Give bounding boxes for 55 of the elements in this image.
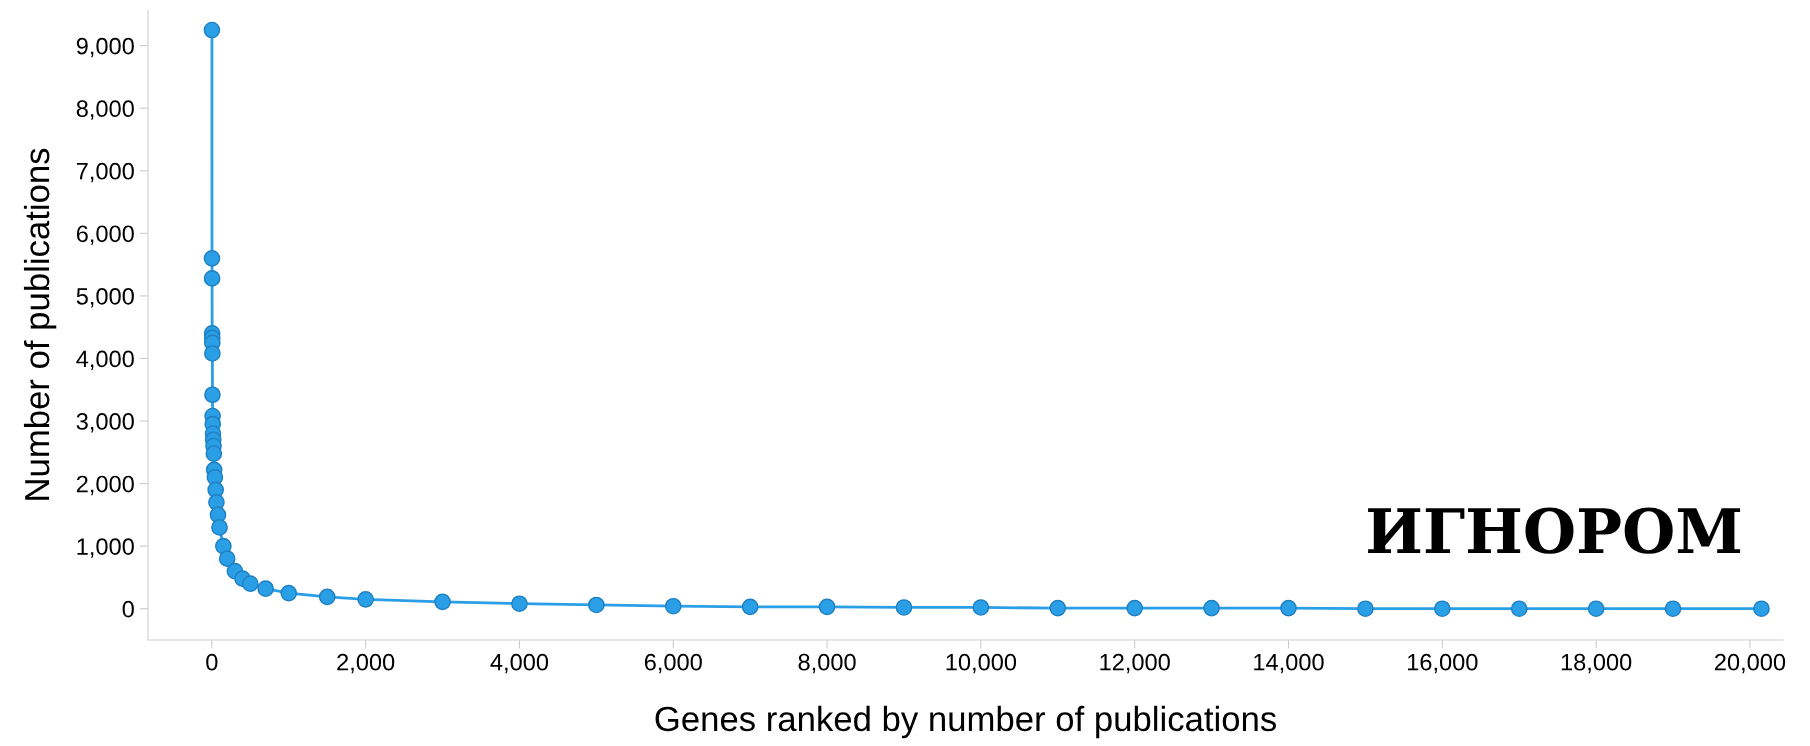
- point: [218, 550, 236, 568]
- point: [1753, 600, 1770, 618]
- x-tick-label: 20,000: [1715, 653, 1786, 674]
- x-tick-label: 2,000: [337, 653, 395, 674]
- point: [1510, 600, 1528, 618]
- point: [1433, 600, 1451, 618]
- x-tick-label: 4,000: [490, 653, 549, 674]
- point: [1049, 599, 1067, 617]
- point: [511, 595, 528, 613]
- point: [203, 250, 221, 267]
- point: [741, 598, 759, 616]
- point: [895, 599, 913, 616]
- point: [664, 597, 682, 615]
- point: [204, 345, 221, 362]
- point: [204, 386, 221, 404]
- x-tick-label: 18,000: [1561, 653, 1632, 674]
- point: [1203, 599, 1220, 617]
- point: [1126, 599, 1144, 617]
- point: [257, 580, 274, 598]
- y-tick-label: 9,000: [76, 37, 134, 58]
- y-tick-label: 4,000: [76, 350, 134, 371]
- x-tick-label: 12,000: [1100, 653, 1170, 674]
- x-axis-title: Genes ranked by number of publications: [655, 705, 1276, 739]
- point: [318, 588, 336, 606]
- point: [1587, 600, 1605, 618]
- point: [972, 599, 990, 616]
- x-tick-label: 0: [206, 653, 218, 671]
- y-tick-label: 8,000: [76, 100, 134, 120]
- point: [357, 591, 374, 608]
- point: [588, 596, 605, 614]
- x-tick-label: 8,000: [798, 653, 856, 674]
- x-tick-label: 14,000: [1254, 653, 1324, 674]
- annotation: ИГНОРОМ: [1368, 507, 1741, 554]
- point: [1664, 600, 1682, 618]
- point: [203, 270, 221, 287]
- y-tick-label: 1,000: [77, 538, 134, 558]
- y-tick-label: 3,000: [76, 413, 134, 433]
- y-tick-label: 2,000: [76, 475, 134, 496]
- point: [241, 575, 259, 593]
- point: [203, 21, 221, 39]
- y-axis-title: Number of publications: [23, 148, 57, 500]
- y-tick-label: 0: [122, 600, 134, 618]
- point: [434, 593, 451, 611]
- y-tick-label: 6,000: [76, 225, 134, 245]
- x-tick-label: 16,000: [1408, 653, 1478, 674]
- y-tick-label: 7,000: [76, 162, 134, 183]
- x-tick-label: 10,000: [946, 653, 1017, 674]
- y-tick-label: 5,000: [76, 287, 134, 308]
- point: [1280, 599, 1297, 617]
- point: [280, 584, 298, 602]
- point: [205, 445, 223, 462]
- point: [1357, 600, 1374, 618]
- x-tick-label: 6,000: [644, 653, 702, 674]
- point: [818, 598, 836, 616]
- point: [211, 519, 228, 536]
